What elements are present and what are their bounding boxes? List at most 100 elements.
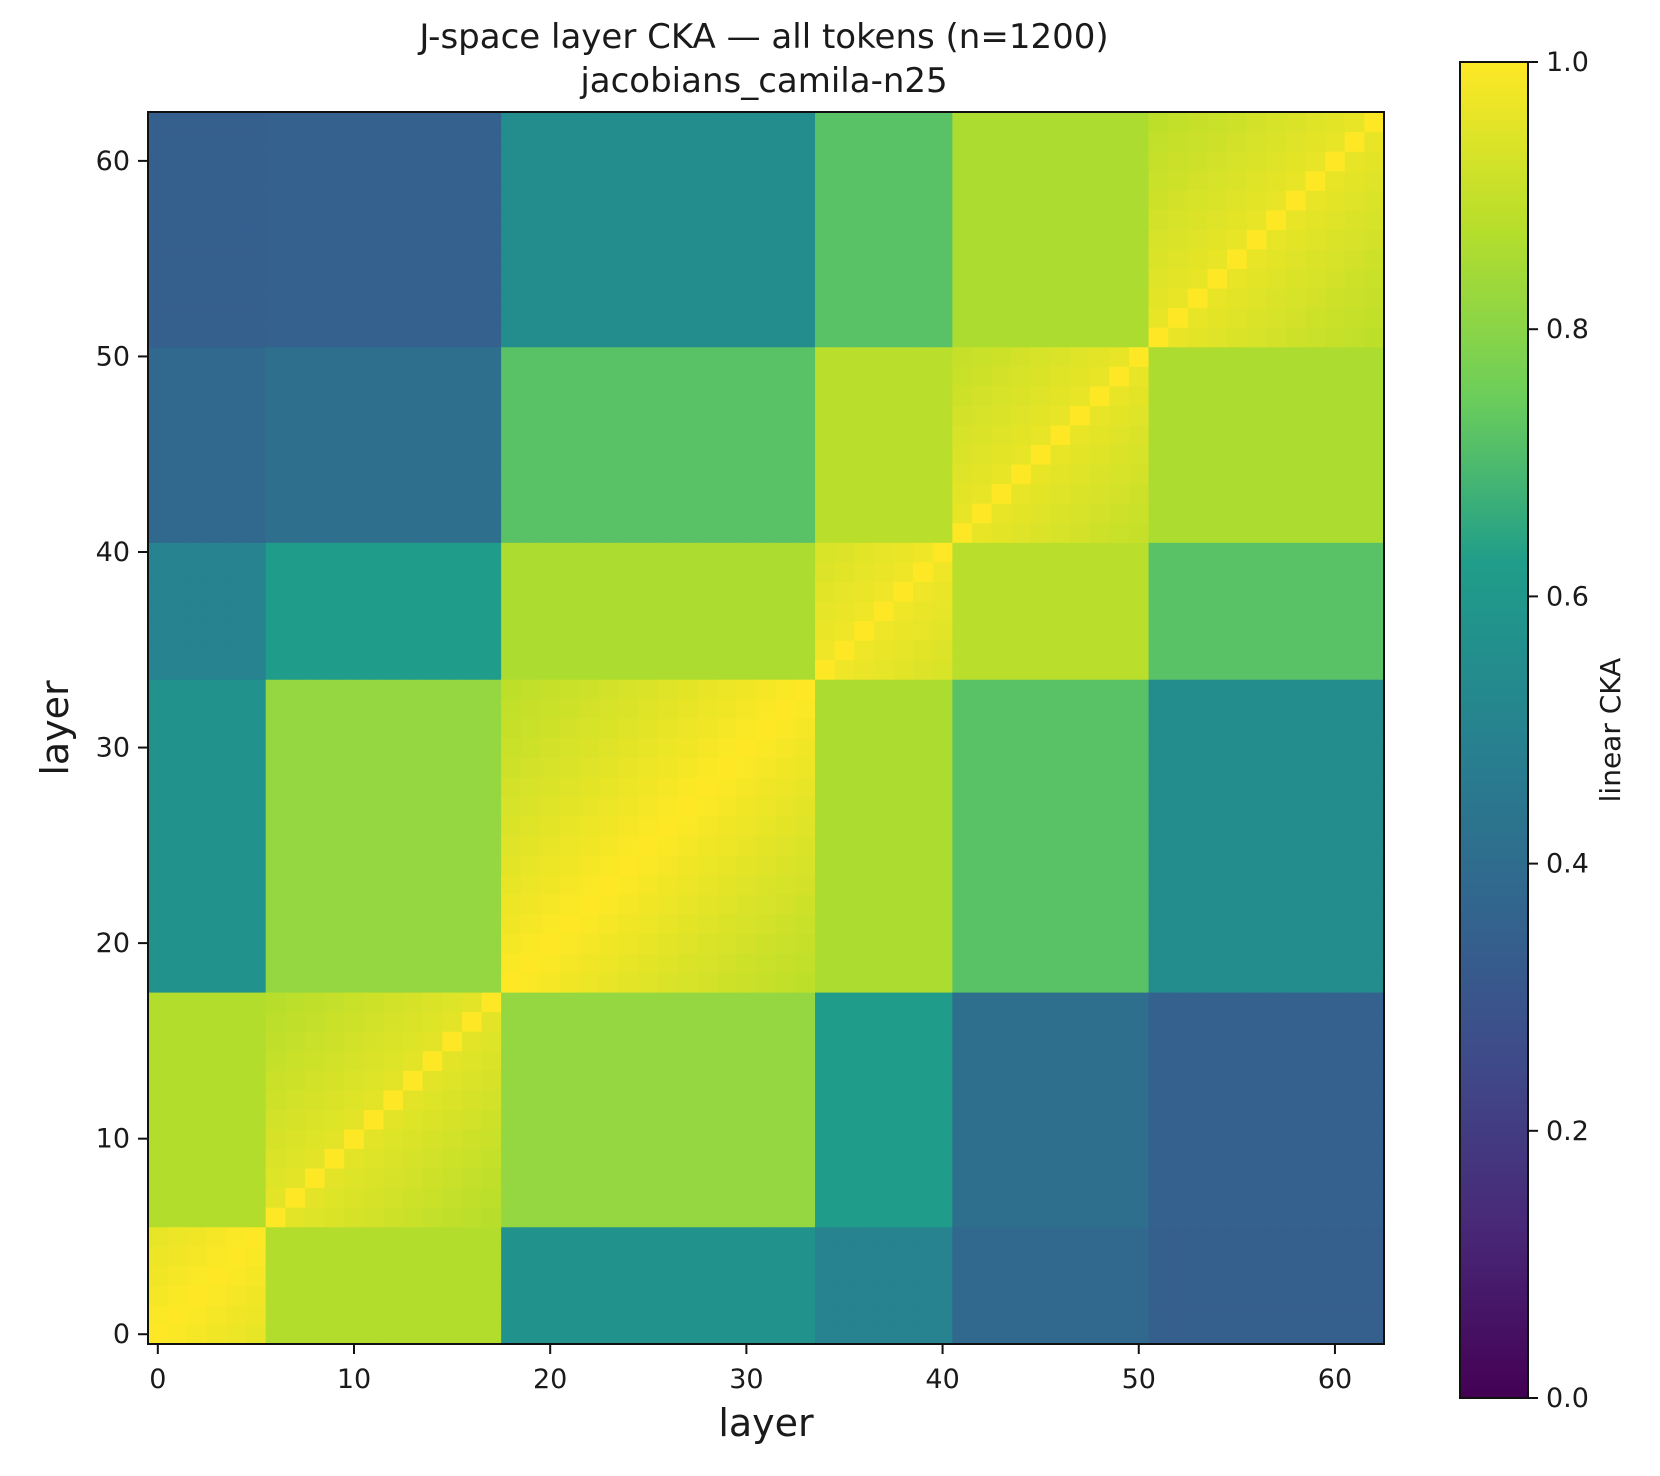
- heatmap-cell: [461, 1265, 483, 1286]
- heatmap-cell: [1344, 288, 1365, 309]
- heatmap-cell: [756, 1050, 777, 1071]
- heatmap-cell: [304, 1324, 326, 1345]
- heatmap-cell: [187, 835, 208, 856]
- heatmap-cell: [834, 209, 855, 230]
- heatmap-cell: [736, 718, 757, 739]
- heatmap-cell: [206, 1089, 228, 1110]
- heatmap-cell: [148, 933, 169, 954]
- heatmap-cell: [1050, 464, 1071, 485]
- heatmap-cell: [442, 1148, 463, 1169]
- heatmap-cell: [246, 1304, 267, 1326]
- heatmap-cell: [304, 112, 326, 133]
- heatmap-cell: [972, 1011, 993, 1032]
- heatmap-cell: [442, 776, 463, 798]
- heatmap-cell: [991, 346, 1012, 367]
- heatmap-cell: [1364, 679, 1385, 700]
- heatmap-cell: [1109, 424, 1130, 446]
- heatmap-cell: [1128, 581, 1150, 602]
- heatmap-cell: [1030, 718, 1052, 739]
- heatmap-cell: [775, 816, 797, 837]
- heatmap-cell: [481, 1187, 502, 1208]
- heatmap-cell: [461, 464, 483, 485]
- heatmap-cell: [815, 307, 836, 328]
- heatmap-cell: [501, 131, 522, 152]
- heatmap-cell: [1285, 1011, 1307, 1032]
- heatmap-cell: [324, 718, 345, 739]
- heatmap-cell: [442, 679, 463, 700]
- heatmap-cell: [1050, 972, 1071, 993]
- heatmap-cell: [540, 913, 561, 934]
- heatmap-cell: [265, 640, 286, 661]
- heatmap-cell: [873, 131, 895, 152]
- heatmap-cell: [187, 600, 208, 622]
- heatmap-cell: [422, 855, 443, 876]
- heatmap-cell: [206, 1148, 228, 1169]
- heatmap-cell: [1070, 229, 1091, 250]
- heatmap-cell: [913, 170, 934, 191]
- heatmap-cell: [324, 1304, 345, 1326]
- heatmap-cell: [1109, 1128, 1130, 1150]
- heatmap-cell: [1246, 522, 1267, 543]
- heatmap-cell: [913, 131, 934, 152]
- heatmap-cell: [1246, 816, 1267, 837]
- heatmap-cell: [246, 913, 267, 934]
- heatmap-cell: [363, 424, 385, 446]
- heatmap-cell: [206, 1285, 228, 1306]
- heatmap-cell: [638, 1148, 659, 1169]
- heatmap-cell: [932, 1070, 953, 1091]
- heatmap-cell: [1227, 444, 1248, 465]
- heatmap-cell: [913, 366, 934, 387]
- heatmap-cell: [560, 561, 581, 582]
- heatmap-cell: [481, 1109, 502, 1130]
- heatmap-cell: [1148, 679, 1169, 700]
- heatmap-cell: [285, 151, 306, 172]
- heatmap-cell: [913, 835, 934, 856]
- heatmap-cell: [540, 737, 561, 758]
- heatmap-cell: [540, 1304, 561, 1326]
- heatmap-cell: [1207, 1207, 1228, 1228]
- heatmap-cell: [599, 718, 620, 739]
- heatmap-cell: [1364, 405, 1385, 426]
- heatmap-cell: [854, 522, 875, 543]
- heatmap-cell: [363, 542, 385, 563]
- heatmap-cell: [1011, 972, 1032, 993]
- heatmap-cell: [560, 209, 581, 230]
- heatmap-cell: [1148, 659, 1169, 680]
- heatmap-cell: [815, 405, 836, 426]
- heatmap-cell: [520, 112, 541, 133]
- heatmap-cell: [932, 737, 953, 758]
- heatmap-cell: [520, 1207, 541, 1228]
- heatmap-cell: [481, 170, 502, 191]
- heatmap-cell: [226, 1265, 247, 1286]
- heatmap-cell: [226, 346, 247, 367]
- heatmap-cell: [442, 1324, 463, 1345]
- heatmap-cell: [461, 385, 483, 406]
- heatmap-cell: [187, 874, 208, 895]
- heatmap-cell: [854, 1304, 875, 1326]
- heatmap-cell: [324, 737, 345, 758]
- heatmap-cell: [1364, 855, 1385, 876]
- heatmap-cell: [1109, 816, 1130, 837]
- heatmap-cell: [736, 522, 757, 543]
- heatmap-cell: [658, 913, 679, 934]
- heatmap-cell: [1109, 659, 1130, 680]
- heatmap-cell: [1266, 542, 1287, 563]
- heatmap-cell: [481, 894, 502, 915]
- heatmap-cell: [756, 1187, 777, 1208]
- heatmap-cell: [658, 1011, 679, 1032]
- heatmap-cell: [1207, 1148, 1228, 1169]
- heatmap-cell: [324, 620, 345, 641]
- heatmap-cell: [167, 268, 188, 289]
- heatmap-cell: [775, 131, 797, 152]
- heatmap-cell: [148, 796, 169, 817]
- heatmap-cell: [834, 796, 855, 817]
- heatmap-cell: [1030, 1168, 1052, 1189]
- heatmap-cell: [226, 366, 247, 387]
- heatmap-cell: [324, 776, 345, 798]
- heatmap-cell: [246, 776, 267, 798]
- heatmap-cell: [638, 561, 659, 582]
- heatmap-cell: [658, 542, 679, 563]
- heatmap-cell: [579, 972, 600, 993]
- heatmap-cell: [285, 561, 306, 582]
- heatmap-cell: [952, 542, 973, 563]
